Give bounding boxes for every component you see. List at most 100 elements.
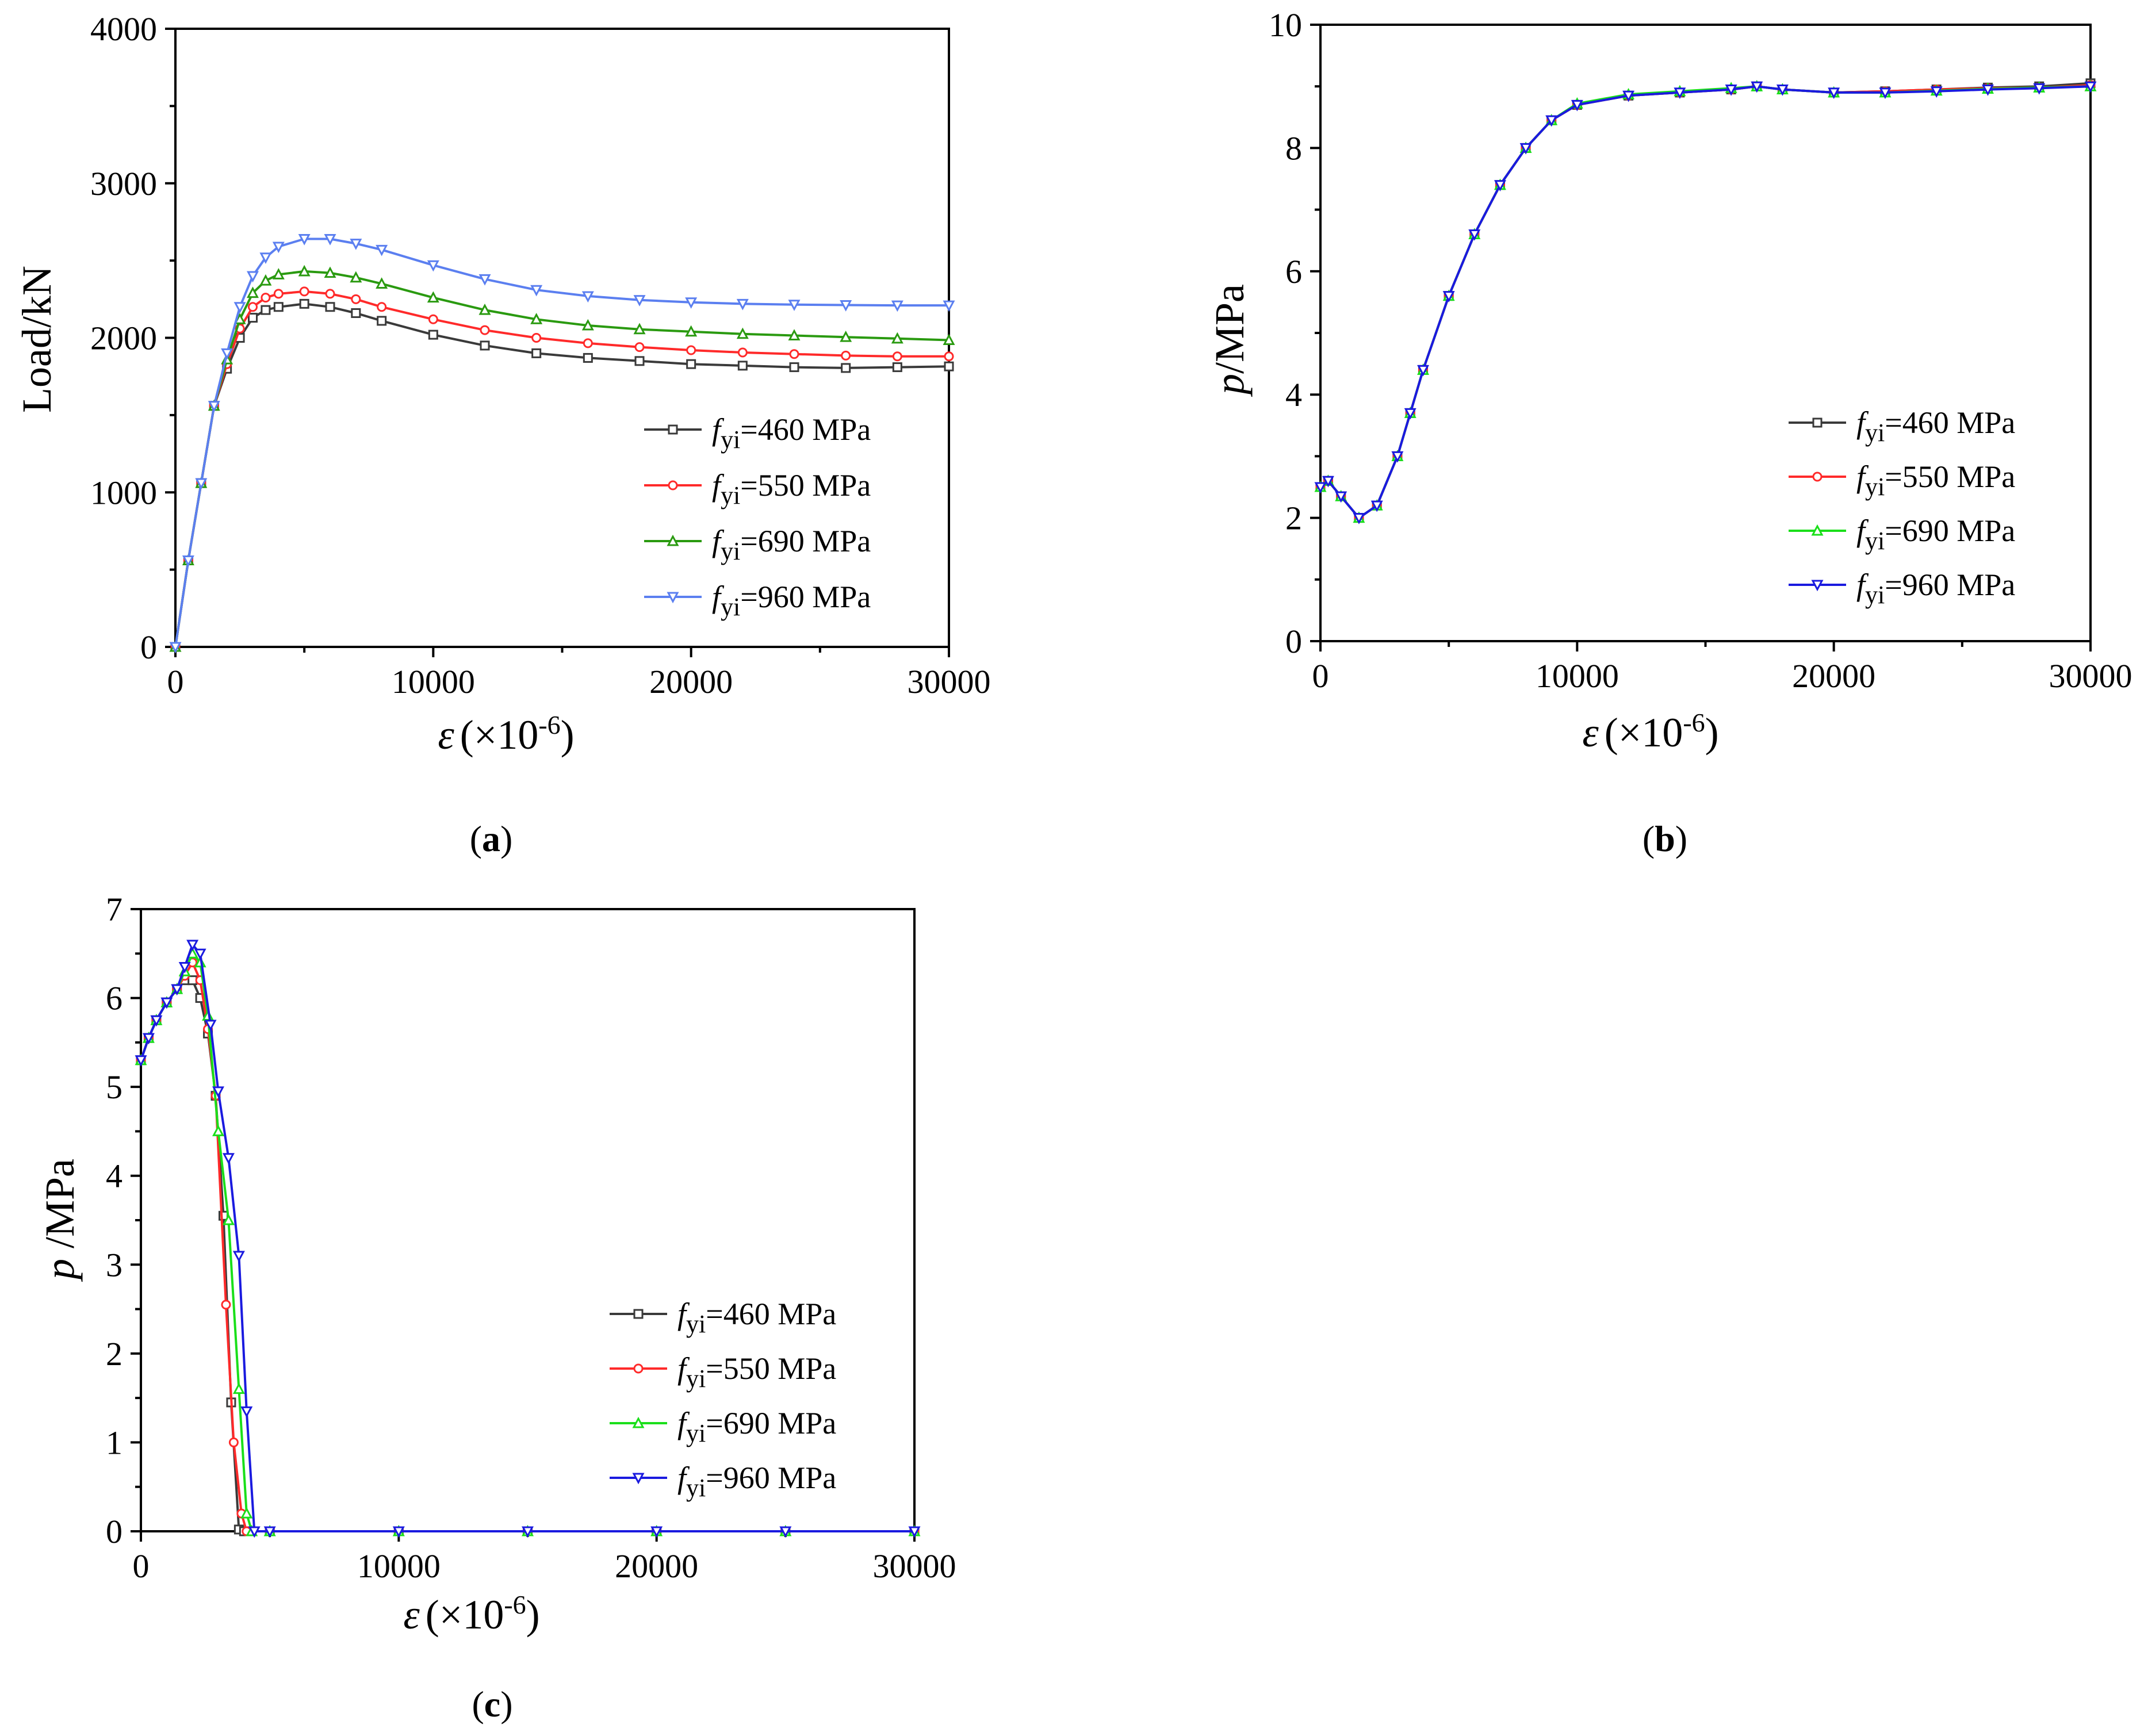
legend-label-b-0: fyi=460 MPa [1856, 405, 2015, 447]
marker-c-3-11 [232, 1251, 245, 1263]
marker-b-3-13 [1571, 99, 1583, 112]
y-tick-label-a-4: 4000 [90, 10, 157, 48]
marker-a-3-4 [221, 348, 233, 360]
marker-b-3-4 [1370, 500, 1383, 512]
marker-a-2-legend [667, 534, 679, 546]
marker-c-3-19 [908, 1526, 921, 1538]
marker-a-1-13 [428, 314, 438, 324]
marker-c-3-3 [160, 997, 173, 1009]
marker-b-3-24 [2084, 81, 2097, 93]
marker-a-1-21 [841, 350, 851, 361]
series-line-b-1 [1319, 84, 2091, 519]
panel-a: 0 10000 20000 30000 0 1000 2000 3000 4000 Load/k… [14, 10, 991, 859]
marker-a-0-6 [248, 313, 258, 323]
series-group-c [135, 940, 921, 1538]
marker-a-1-11 [351, 294, 361, 304]
marker-c-3-12 [240, 1406, 253, 1418]
y-tick-label-c-1: 1 [106, 1424, 122, 1461]
marker-c-3-8 [204, 1020, 217, 1032]
marker-b-3-7 [1417, 365, 1430, 377]
marker-a-3-3 [208, 401, 220, 412]
x-axis-label-a: ε (×10-6) [438, 710, 574, 758]
marker-a-3-11 [350, 239, 362, 250]
marker-a-0-21 [841, 363, 851, 373]
marker-a-0-15 [531, 348, 542, 358]
marker-a-3-13 [427, 260, 439, 272]
marker-a-2-23 [943, 334, 955, 346]
series-line-c-1 [140, 961, 914, 1532]
marker-c-3-17 [650, 1526, 663, 1538]
legend-label-c-1: fyi=550 MPa [677, 1351, 836, 1393]
legend-label-c-3: fyi=960 MPa [677, 1461, 836, 1502]
marker-b-3-12 [1545, 115, 1558, 127]
series-markers-c-1 [136, 957, 920, 1536]
axis-ticks-b: 0 10000 20000 30000 0 2 4 6 8 10 [1269, 6, 2132, 695]
y-tick-label-a-3: 3000 [90, 165, 157, 202]
x-tick-label-a-1: 10000 [392, 663, 475, 700]
marker-a-3-22 [891, 300, 903, 312]
marker-b-3-14 [1622, 90, 1635, 102]
marker-b-3-3 [1353, 513, 1365, 524]
marker-b-2-legend [1811, 524, 1824, 536]
series-line-a-3 [174, 237, 949, 647]
marker-b-3-19 [1828, 87, 1840, 99]
x-tick-label-a-3: 30000 [908, 663, 991, 700]
legend-label-b-3: fyi=960 MPa [1856, 568, 2015, 609]
marker-a-0-22 [892, 362, 902, 373]
marker-c-0-legend [633, 1309, 644, 1319]
marker-a-0-14 [480, 340, 490, 351]
marker-a-0-17 [634, 356, 645, 366]
marker-c-3-2 [150, 1015, 163, 1027]
legend-label-c-2: fyi=690 MPa [677, 1406, 836, 1447]
marker-a-2-8 [272, 268, 285, 279]
marker-b-3-18 [1776, 85, 1789, 96]
y-tick-label-a-2: 2000 [90, 320, 157, 357]
marker-a-3-16 [581, 291, 594, 303]
marker-a-2-22 [891, 332, 903, 344]
marker-a-0-19 [737, 361, 748, 371]
marker-b-3-8 [1442, 291, 1455, 302]
marker-a-1-19 [737, 347, 748, 358]
y-tick-label-c-7: 7 [106, 891, 122, 928]
x-tick-label-b-2: 20000 [1792, 657, 1875, 695]
marker-a-0-8 [273, 302, 284, 312]
marker-a-2-20 [788, 329, 801, 340]
series-markers-c-2 [135, 947, 921, 1536]
marker-b-3-23 [2033, 83, 2046, 95]
y-tick-label-c-5: 5 [106, 1068, 122, 1106]
marker-a-2-6 [247, 286, 259, 298]
marker-a-0-16 [583, 352, 593, 363]
panel-c: 0 10000 20000 30000 0 1 2 3 4 5 6 7 p /MPa ε (×10-6)… [37, 891, 956, 1724]
series-markers-b-1 [1315, 80, 2096, 523]
marker-a-2-21 [840, 330, 852, 342]
marker-c-1-legend [633, 1363, 644, 1374]
marker-c-0-6 [187, 975, 198, 986]
marker-a-2-19 [736, 327, 749, 339]
marker-a-3-19 [736, 298, 749, 311]
marker-a-3-17 [633, 295, 646, 306]
series-line-b-2 [1319, 85, 2091, 519]
marker-a-2-12 [376, 277, 388, 289]
marker-a-0-11 [351, 308, 361, 318]
marker-a-0-12 [377, 316, 387, 326]
marker-c-1-11 [228, 1437, 239, 1447]
marker-a-1-15 [531, 333, 542, 343]
marker-c-2-11 [232, 1382, 245, 1394]
series-markers-b-2 [1314, 80, 2097, 523]
x-tick-label-c-1: 10000 [357, 1547, 441, 1585]
legend-label-a-3: fyi=960 MPa [712, 580, 871, 621]
marker-a-0-18 [686, 359, 696, 369]
marker-a-1-20 [789, 349, 799, 359]
marker-a-3-legend [667, 592, 679, 604]
marker-b-3-22 [1981, 85, 1994, 96]
series-markers-b-0 [1315, 78, 2096, 523]
marker-a-2-14 [478, 303, 491, 315]
y-tick-label-a-0: 0 [140, 629, 157, 666]
marker-c-2-10 [222, 1213, 235, 1225]
legend-label-a-1: fyi=550 MPa [712, 468, 871, 509]
series-line-c-2 [140, 952, 914, 1532]
y-tick-label-b-4: 8 [1285, 129, 1302, 167]
legend-label-b-2: fyi=690 MPa [1856, 513, 2015, 555]
y-tick-label-c-2: 2 [106, 1335, 122, 1373]
x-tick-label-a-2: 20000 [649, 663, 733, 700]
